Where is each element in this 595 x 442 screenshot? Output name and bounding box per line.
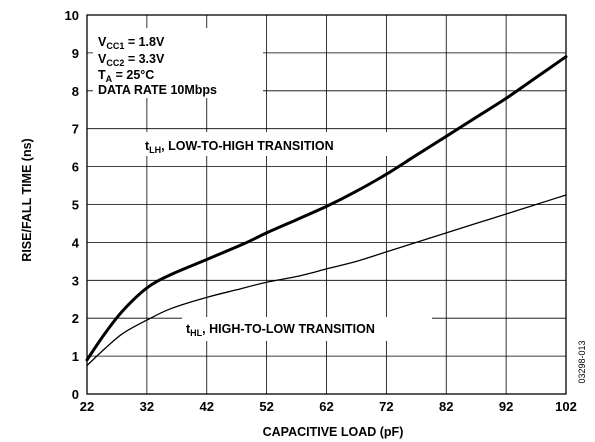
- y-tick-label: 5: [72, 198, 79, 213]
- series-label-hl: tHL, HIGH-TO-LOW TRANSITION: [182, 317, 432, 341]
- figure-code: 03298-013: [577, 340, 587, 383]
- series-label-hl-text: tHL, HIGH-TO-LOW TRANSITION: [186, 322, 375, 338]
- condition-data-rate: DATA RATE 10Mbps: [98, 83, 217, 97]
- y-tick-label: 6: [72, 160, 79, 175]
- x-tick-label: 52: [259, 399, 273, 414]
- x-tick-label: 82: [439, 399, 453, 414]
- x-tick-label: 102: [555, 399, 577, 414]
- x-tick-label: 32: [140, 399, 154, 414]
- y-tick-label: 9: [72, 46, 79, 61]
- conditions-block: VCC1 = 1.8V VCC2 = 3.3V TA = 25°C DATA R…: [93, 28, 263, 98]
- y-axis-title: RISE/FALL TIME (ns): [20, 138, 34, 261]
- y-tick-label: 3: [72, 273, 79, 288]
- y-tick-label: 1: [72, 349, 79, 364]
- x-tick-label: 22: [80, 399, 94, 414]
- x-tick-label: 62: [319, 399, 333, 414]
- y-tick-label: 4: [72, 235, 80, 250]
- y-tick-label: 7: [72, 122, 79, 137]
- x-axis-title: CAPACITIVE LOAD (pF): [263, 425, 404, 439]
- x-tick-label: 92: [499, 399, 513, 414]
- series-label-lh-text: tLH, LOW-TO-HIGH TRANSITION: [145, 139, 334, 155]
- x-tick-label: 42: [200, 399, 214, 414]
- x-tick-label: 72: [379, 399, 393, 414]
- y-tick-label: 0: [72, 387, 79, 402]
- series-label-lh: tLH, LOW-TO-HIGH TRANSITION: [140, 132, 395, 156]
- y-tick-label: 2: [72, 311, 79, 326]
- y-tick-label: 8: [72, 84, 79, 99]
- y-tick-label: 10: [65, 8, 79, 23]
